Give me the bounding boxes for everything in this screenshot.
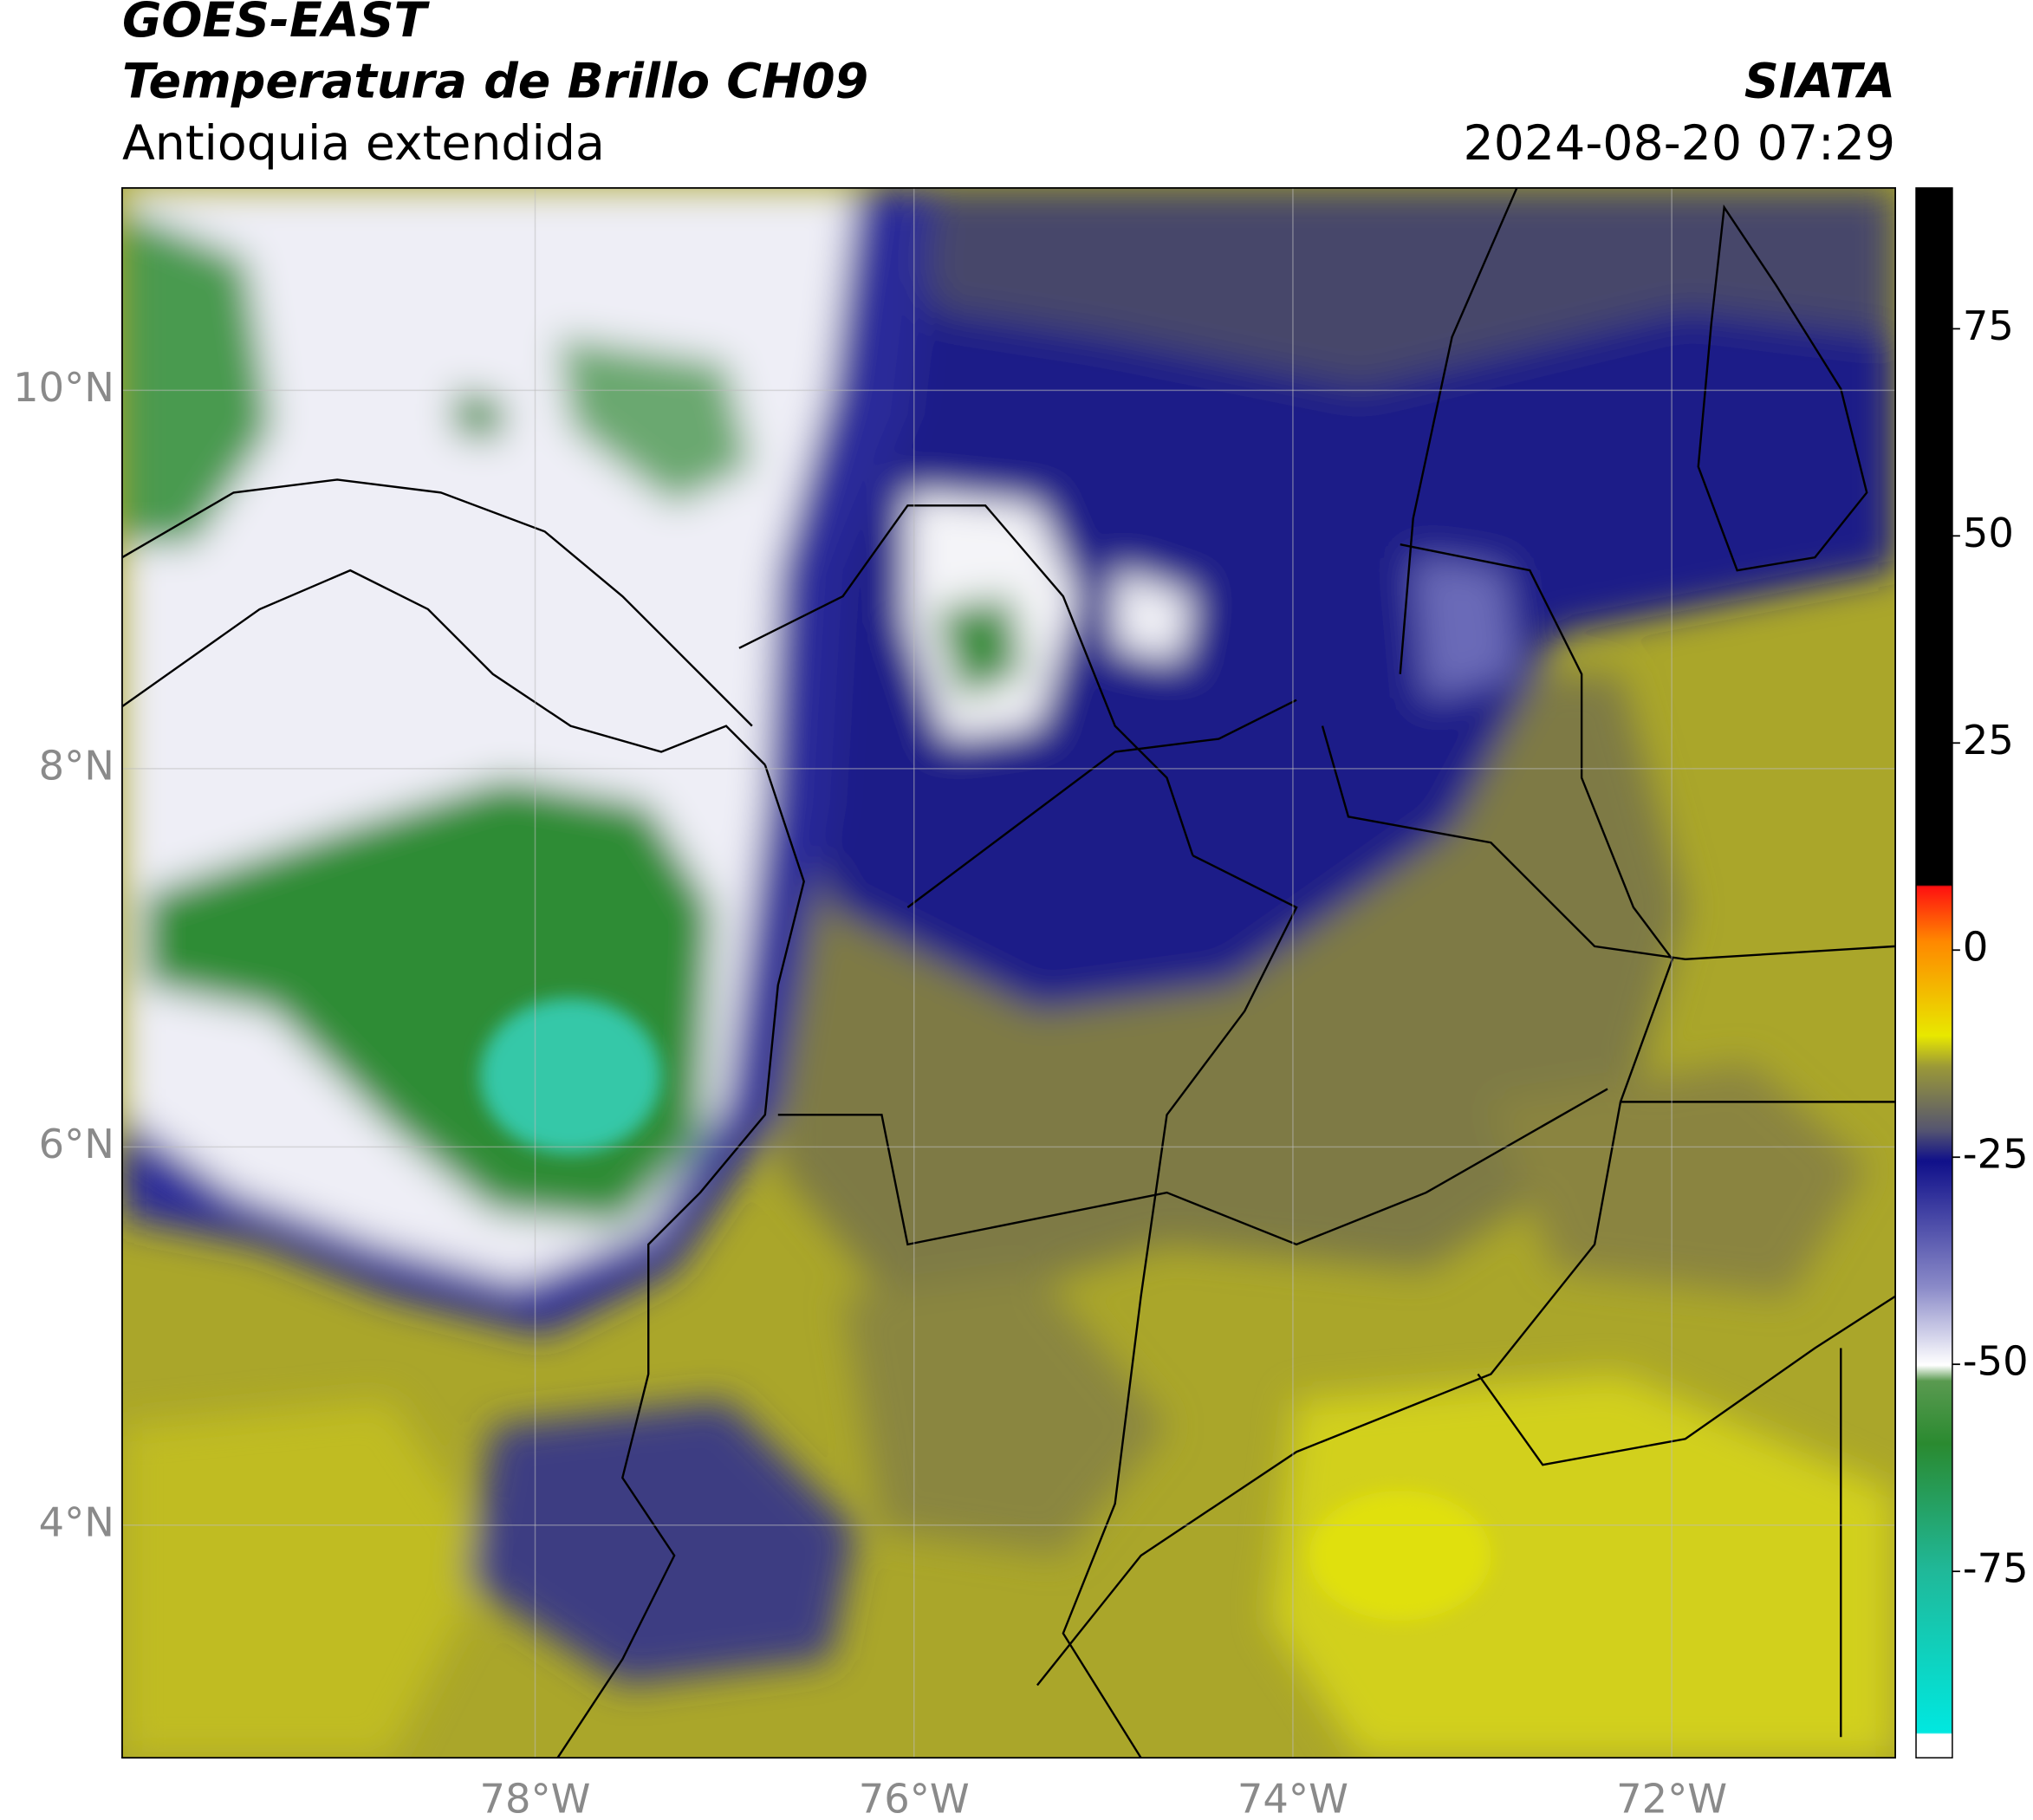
- satellite: GOES-EAST: [122, 0, 431, 49]
- lon-tick-label: 76°W: [859, 1776, 970, 1820]
- graticule: [121, 187, 1896, 1758]
- datetime: 2024-08-20 07:29: [1464, 116, 1896, 172]
- lat-tick-label: 8°N: [39, 742, 114, 789]
- colorbar-tick-label: 50: [1963, 510, 2014, 556]
- map-frame: [121, 186, 1896, 1759]
- colorbar-tick-label: -50: [1963, 1338, 2029, 1385]
- region: Antioquia extendida: [122, 116, 605, 172]
- colorbar-tick-label: 25: [1963, 717, 2014, 764]
- lat-tick-label: 4°N: [39, 1498, 114, 1545]
- lon-tick-label: 74°W: [1237, 1776, 1348, 1820]
- lon-tick-label: 78°W: [480, 1776, 591, 1820]
- colorbar-tick-label: -75: [1963, 1545, 2029, 1592]
- product: Temperatura de Brillo CH09: [122, 54, 868, 109]
- colorbar-tick-label: 0: [1963, 924, 1989, 971]
- colorbar-tick-label: 75: [1963, 302, 2014, 349]
- lat-tick-label: 6°N: [39, 1121, 114, 1167]
- lon-tick-label: 72°W: [1616, 1776, 1727, 1820]
- colorbar: [1915, 187, 1953, 1758]
- satellite-image: [121, 187, 1896, 1758]
- lat-tick-label: 10°N: [13, 364, 114, 411]
- colorbar-tick-label: -25: [1963, 1131, 2029, 1178]
- source: SIATA: [1744, 54, 1895, 109]
